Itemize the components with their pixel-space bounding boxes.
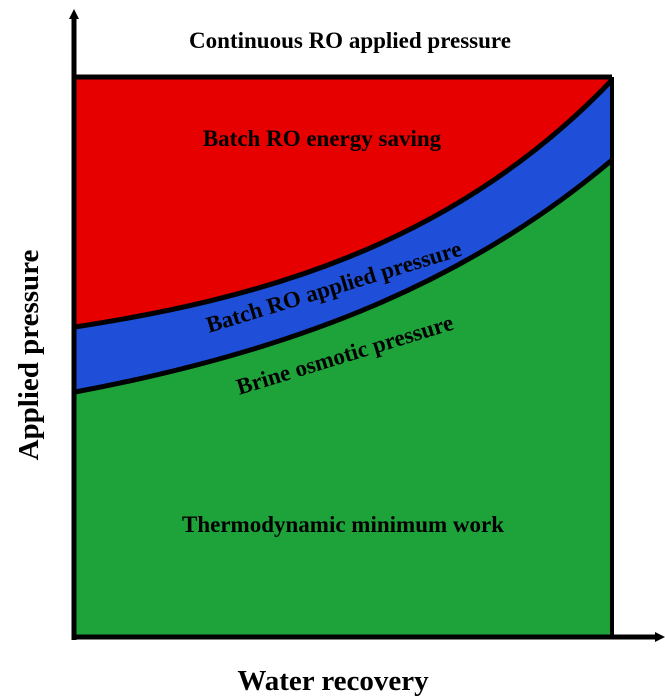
y-axis-label: Applied pressure <box>13 249 45 460</box>
batch-pressure-curve <box>74 78 614 330</box>
osmotic-pressure-curve <box>74 158 614 395</box>
batch-pressure-band <box>75 80 612 392</box>
minimum-work-region <box>75 160 612 637</box>
energy-saving-label: Batch RO energy saving <box>203 126 442 151</box>
x-axis-label: Water recovery <box>237 665 429 697</box>
minimum-work-label: Thermodynamic minimum work <box>182 512 504 537</box>
title: Continuous RO applied pressure <box>189 28 511 53</box>
